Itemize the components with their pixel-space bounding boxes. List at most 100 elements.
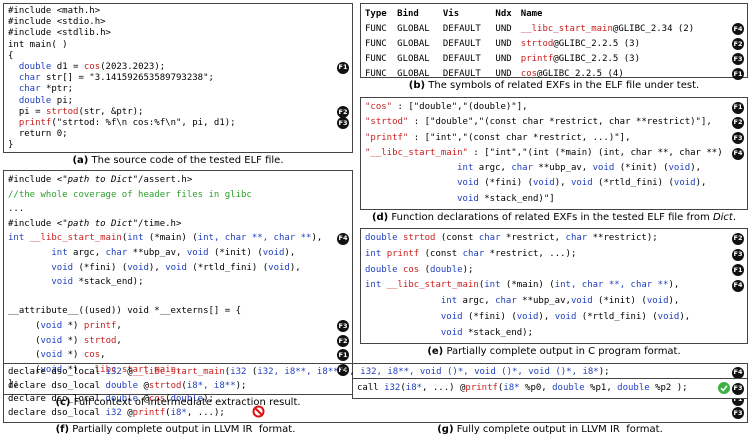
badge: F4 <box>732 280 744 293</box>
code-text: argc, <box>67 247 106 258</box>
code-token: "cos" <box>365 102 393 112</box>
code-text: declare dso_local <box>8 380 106 391</box>
code-line: void *stack_end); <box>8 275 348 290</box>
code-line: #include <"path to Dict"/time.h> <box>8 217 348 232</box>
code-text: #include <stdlib.h> <box>8 28 111 39</box>
code-token: int <box>457 163 474 174</box>
code-text <box>8 118 19 128</box>
code-token: void <box>457 193 479 204</box>
code-token: printf <box>83 320 117 331</box>
badge: F2 <box>732 37 744 50</box>
code-token: double <box>18 95 52 106</box>
code-token: void <box>440 327 463 338</box>
badge: F1 <box>732 67 744 80</box>
table-cell: FUNC <box>365 38 387 49</box>
code-text: (2023.2023); <box>100 61 166 72</box>
code-text: int main( ) <box>8 39 68 50</box>
code-token: void <box>262 247 285 258</box>
code-token: int <box>51 247 68 258</box>
code-line: #include <stdio.h> <box>8 17 348 28</box>
code-token: i32, i8**, i8** <box>257 367 339 377</box>
code-token: strtod <box>520 38 554 49</box>
code-token: void <box>127 262 149 273</box>
code-token: void <box>51 262 74 273</box>
code-token: int <box>8 233 25 244</box>
code-line: } <box>8 140 348 151</box>
code-text: declare dso_local <box>8 407 106 418</box>
code-line: call i32(i8*, ...) @printf(i8* %p0, doub… <box>357 381 744 396</box>
code-text <box>8 248 51 258</box>
badge: F1 <box>337 349 349 362</box>
code-text: *stack_end); <box>462 327 533 338</box>
code-text: argc, <box>473 163 512 174</box>
code-text: : ["double","(double)"], <box>392 102 528 112</box>
code-token: (b) <box>408 80 426 91</box>
code-text: ( <box>400 383 406 393</box>
code-text <box>8 62 19 72</box>
code-text: ), <box>668 280 680 291</box>
success-icon <box>718 382 730 394</box>
badge: F4 <box>337 364 349 377</box>
code-line: declare dso_local double @cos(double); F1 <box>8 393 744 407</box>
badge: F1 <box>337 61 349 74</box>
code-token: "__libc_start_main" <box>365 147 468 158</box>
code-text: ), <box>538 311 555 322</box>
code-text: ), <box>679 311 691 322</box>
code-line: //the whole coverage of header files in … <box>8 188 348 203</box>
code-text: ), <box>695 178 707 189</box>
code-text: ("strtod: %f\n cos:%f\n", pi, d1); <box>51 117 236 128</box>
code-token: void <box>440 311 463 322</box>
code-text: { <box>8 50 14 61</box>
code-line: #include <math.h> <box>8 6 348 17</box>
code-token: void <box>554 311 577 322</box>
badge: F2 <box>732 232 744 245</box>
code-text: *) <box>62 364 84 375</box>
code-text: ), <box>668 296 680 307</box>
table-cell: FUNC <box>365 68 387 79</box>
code-token: double <box>170 394 204 404</box>
table-cell: GLOBAL <box>397 68 430 79</box>
code-token: printf <box>465 383 498 393</box>
code-text: ... <box>8 204 25 215</box>
code-token: double <box>105 380 139 391</box>
code-token: cos <box>83 61 101 72</box>
code-token: void <box>186 247 209 258</box>
code-text: @ <box>121 367 133 377</box>
code-line: void (*fini) (void), void (*rtld_fini) (… <box>365 310 743 326</box>
code-text: ( <box>419 264 431 275</box>
code-token: strtod <box>83 335 117 346</box>
fail-icon <box>252 405 265 418</box>
table-cell: GLOBAL <box>397 23 430 34</box>
code-token: int, char **, char ** <box>554 280 669 291</box>
table-cell: __libc_start_main@GLIBC_2.34 (2) F4 <box>521 21 744 36</box>
code-token: void <box>40 320 63 331</box>
code-text: @ <box>138 380 149 391</box>
code-line: #include <"path to Dict"/assert.h> <box>8 173 348 188</box>
code-token: "strtod" <box>365 117 409 128</box>
code-line: char *ptr; <box>8 84 348 95</box>
table-cell: UND <box>495 68 512 79</box>
code-text: %p1, <box>584 383 618 393</box>
code-token: printf <box>386 248 420 259</box>
code-text: **restrict); <box>587 233 658 243</box>
code-token: "path to Dict" <box>62 175 139 185</box>
code-token: //the whole coverage of header files in … <box>8 189 252 200</box>
code-token: int <box>440 296 458 307</box>
code-text: pi; <box>51 95 74 106</box>
code-line: int printf (const char *restrict, ...); F… <box>365 247 744 263</box>
code-token: void <box>668 163 691 174</box>
code-text: Fully complete output in LLVM IR format. <box>453 424 663 435</box>
code-text: pi = <box>8 106 46 117</box>
code-text <box>8 96 19 106</box>
code-token: int <box>365 248 382 259</box>
code-token: char <box>18 73 41 84</box>
caption: (g) Fully complete output in LLVM IR for… <box>352 424 748 435</box>
table-cell: FUNC <box>365 23 387 34</box>
code-text: ( <box>497 383 504 393</box>
code-token: i32 <box>384 383 401 393</box>
code-token: char <box>105 247 128 258</box>
code-text <box>365 178 457 188</box>
code-line: declare dso_local i32 @__libc_start_main… <box>8 366 744 380</box>
code-line: void (*fini) (void), void (*rtld_fini) (… <box>8 261 348 276</box>
code-token: void <box>570 296 593 307</box>
